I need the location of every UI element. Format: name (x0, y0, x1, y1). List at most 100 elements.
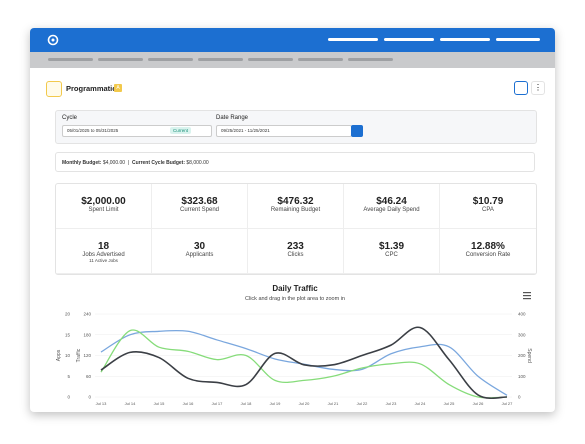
stat-tile: $323.68 Current Spend (152, 184, 248, 229)
status-badge: Current (170, 127, 192, 134)
monthly-value: $4,000.00 (102, 160, 126, 166)
tab[interactable] (298, 58, 343, 61)
more-button[interactable]: ⋮ (531, 81, 545, 95)
top-bar (30, 28, 555, 52)
date-value: 09/25/2021 - 11/25/2021 (221, 128, 270, 133)
y-tick-label: 0 (67, 395, 70, 400)
stat-tile: $2,000.00 Spent Limit (56, 184, 152, 229)
y-tick-label: 300 (518, 332, 526, 337)
axis-label: Apps (56, 349, 62, 361)
x-tick-label: Jul 18 (241, 401, 252, 406)
y-tick-label: 120 (83, 353, 91, 358)
y-tick-label: 200 (518, 353, 526, 358)
tab[interactable] (248, 58, 293, 61)
x-tick-label: Jul 17 (212, 401, 223, 406)
axis-label: Spend (526, 348, 532, 363)
stat-label: CPC (385, 252, 398, 258)
series-line (100, 326, 508, 400)
stat-value: 18 (97, 241, 110, 252)
tab[interactable] (348, 58, 393, 61)
stats-grid: $2,000.00 Spent Limit $323.68 Current Spend… (55, 183, 537, 275)
cycle-budget-label: Current Cycle Budget: (131, 160, 186, 166)
y-tick-label: 20 (65, 312, 71, 317)
calendar-button[interactable] (351, 125, 363, 137)
stat-sub: 11 Active Jobs (89, 258, 118, 263)
badge: A (114, 84, 122, 92)
date-label: Date Range (216, 115, 249, 121)
chart-title: Daily Traffic (272, 284, 318, 293)
x-tick-label: Jul 19 (270, 401, 281, 406)
stat-label: Average Daily Spend (363, 207, 420, 213)
x-tick-label: Jul 26 (473, 401, 484, 406)
stat-tile: 233 Clicks (248, 229, 344, 274)
y-tick-label: 0 (518, 395, 521, 400)
chart-menu[interactable] (523, 292, 531, 300)
x-tick-label: Jul 20 (299, 401, 310, 406)
stat-tile: $1.39 CPC (344, 229, 440, 274)
nav-item[interactable] (328, 38, 378, 41)
stat-value: $46.24 (376, 196, 407, 207)
stat-tile: $46.24 Average Daily Spend (344, 184, 440, 229)
stat-value: $2,000.00 (81, 196, 126, 207)
x-tick-label: Jul 24 (415, 401, 426, 406)
x-tick-label: Jul 25 (444, 401, 455, 406)
stat-value: 30 (193, 241, 206, 252)
stat-tile: 30 Applicants (152, 229, 248, 274)
stat-label: Current Spend (179, 207, 220, 213)
budget-bar: Monthly Budget: $4,000.00 | Current Cycl… (55, 152, 535, 172)
y-tick-label: 0 (88, 395, 91, 400)
cycle-value: 05/01/2025 to 05/31/2025 (67, 128, 119, 133)
stat-label: Spent Limit (88, 207, 119, 213)
tab[interactable] (48, 58, 93, 61)
x-tick-label: Jul 16 (183, 401, 194, 406)
stat-value: 12.88% (471, 241, 505, 252)
nav-item[interactable] (440, 38, 490, 41)
stat-label: CPA (482, 207, 494, 213)
chart-subtitle: Click and drag in the plot area to zoom … (245, 296, 345, 302)
y-tick-label: 240 (83, 312, 91, 317)
series-line (100, 329, 508, 396)
nav-item[interactable] (384, 38, 434, 41)
stat-value: $476.32 (277, 196, 314, 207)
cycle-budget-value: $8,000.00 (186, 160, 209, 166)
date-input[interactable]: 09/25/2021 - 11/25/2021 (216, 125, 352, 137)
nav-item[interactable] (496, 38, 540, 41)
y-tick-label: 400 (518, 312, 526, 317)
logo (47, 34, 59, 46)
stat-label: Remaining Budget (270, 207, 321, 213)
x-tick-label: Jul 23 (386, 401, 397, 406)
series-line (100, 329, 508, 399)
x-tick-label: Jul 21 (328, 401, 339, 406)
y-tick-label: 60 (86, 374, 92, 379)
tab[interactable] (198, 58, 243, 61)
stat-tile: 18 Jobs Advertised 11 Active Jobs (56, 229, 152, 274)
y-tick-label: 180 (83, 332, 91, 337)
x-tick-label: Jul 22 (357, 401, 368, 406)
briefcase-button[interactable] (514, 81, 528, 95)
x-tick-label: Jul 15 (154, 401, 165, 406)
y-tick-label: 5 (67, 374, 70, 379)
tab[interactable] (98, 58, 143, 61)
app-window: Programmatic A ⋮ Cycle 05/01/2025 to 05/… (30, 28, 555, 412)
stat-label: Applicants (185, 252, 214, 258)
page-title: Programmatic (66, 84, 117, 93)
y-tick-label: 100 (518, 374, 526, 379)
stat-label: Clicks (287, 252, 304, 258)
tab[interactable] (148, 58, 193, 61)
stat-label: Jobs Advertised (82, 252, 125, 258)
cycle-label: Cycle (62, 115, 78, 121)
stat-tile: $476.32 Remaining Budget (248, 184, 344, 229)
stat-value: $10.79 (472, 196, 504, 207)
separator: | (127, 160, 130, 166)
x-tick-label: Jul 27 (502, 401, 513, 406)
tab-bar (30, 52, 555, 68)
stat-tile: 12.88% Conversion Rate (440, 229, 536, 274)
y-tick-label: 10 (65, 353, 71, 358)
monthly-label: Monthly Budget: (62, 160, 102, 166)
y-tick-label: 15 (65, 332, 71, 337)
axis-label: Traffic (76, 348, 82, 362)
stat-value: 233 (287, 241, 304, 252)
page-icon (46, 81, 62, 97)
